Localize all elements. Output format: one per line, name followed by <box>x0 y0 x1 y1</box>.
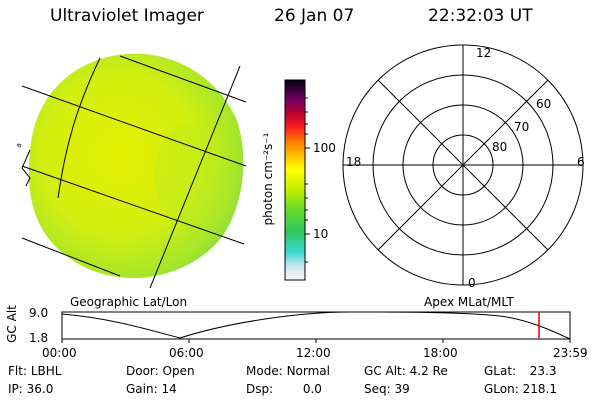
color-bar-tick-100: 100 <box>313 141 336 155</box>
info-glat: GLat: 23.3 <box>484 364 556 378</box>
info-gain: Gain: 14 <box>126 382 177 396</box>
time-tick-0000: 00:00 <box>42 346 77 360</box>
info-ip: IP: 36.0 <box>8 382 53 396</box>
time-label: 22:32:03 UT <box>428 6 533 26</box>
time-tick-2359: 23:59 <box>553 346 588 360</box>
mlt-label-18: 18 <box>346 155 362 169</box>
coastline-annotation: a <box>14 142 23 149</box>
instrument-title: Ultraviolet Imager <box>50 6 204 26</box>
earth-disk-image <box>28 53 244 278</box>
mlat-label-60: 60 <box>536 97 552 111</box>
info-glat-key: GLat: <box>484 364 517 378</box>
time-tick-1800: 18:00 <box>423 346 458 360</box>
geographic-panel-label: Geographic Lat/Lon <box>70 295 188 309</box>
info-seq: Seq: 39 <box>364 382 410 396</box>
info-glon-key: GLon: <box>484 382 519 396</box>
polar-plot <box>342 44 584 286</box>
mlat-label-80: 80 <box>492 140 508 154</box>
date-label: 26 Jan 07 <box>274 6 355 26</box>
info-dsp-key: Dsp: <box>246 382 274 396</box>
info-seq-value: 39 <box>394 382 410 396</box>
info-gcalt-value: 4.2 Re <box>409 364 448 378</box>
info-ip-value: 36.0 <box>26 382 54 396</box>
info-gcalt: GC Alt: 4.2 Re <box>364 364 448 378</box>
info-gcalt-key: GC Alt: <box>364 364 406 378</box>
mlt-label-12: 12 <box>476 46 492 60</box>
mlt-label-6: 6 <box>577 155 585 169</box>
color-bar <box>284 79 306 281</box>
info-glat-value: 23.3 <box>529 364 557 378</box>
mlat-label-70: 70 <box>514 120 530 134</box>
info-gain-key: Gain: <box>126 382 158 396</box>
altitude-ylabel: GC Alt <box>5 305 19 343</box>
time-tick-0600: 06:00 <box>169 346 204 360</box>
info-flt-key: Flt: <box>8 364 27 378</box>
apex-panel-label: Apex MLat/MLT <box>424 295 514 309</box>
info-flt: Flt: LBHL <box>8 364 61 378</box>
info-flt-value: LBHL <box>30 364 62 378</box>
info-dsp: Dsp: 0.0 <box>246 382 322 396</box>
info-glon: GLon: 218.1 <box>484 382 557 396</box>
time-tick-1200: 12:00 <box>296 346 331 360</box>
info-mode-value: Normal <box>286 364 330 378</box>
color-bar-ticks <box>305 97 310 263</box>
altitude-ytick-max: 9.0 <box>29 306 49 320</box>
info-seq-key: Seq: <box>364 382 391 396</box>
color-bar-tick-10: 10 <box>313 227 329 241</box>
info-dsp-value: 0.0 <box>302 382 322 396</box>
info-door-value: Open <box>162 364 195 378</box>
color-bar-label: photon cm⁻²s⁻¹ <box>261 132 275 226</box>
altitude-ytick-min: 1.8 <box>29 331 49 345</box>
info-mode-key: Mode: <box>246 364 283 378</box>
info-door-key: Door: <box>126 364 159 378</box>
info-ip-key: IP: <box>8 382 23 396</box>
mlt-label-0: 0 <box>468 276 476 290</box>
altitude-plot <box>61 311 571 343</box>
info-gain-value: 14 <box>161 382 177 396</box>
info-door: Door: Open <box>126 364 195 378</box>
info-mode: Mode: Normal <box>246 364 330 378</box>
geographic-grid <box>21 55 247 289</box>
info-glon-value: 218.1 <box>522 382 557 396</box>
